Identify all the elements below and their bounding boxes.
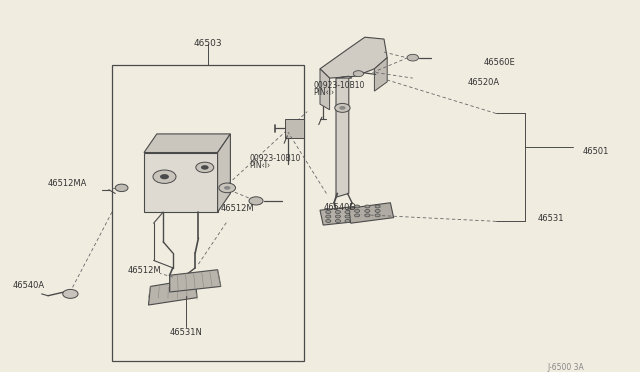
Circle shape xyxy=(365,205,370,208)
Circle shape xyxy=(115,184,128,192)
Circle shape xyxy=(355,209,360,212)
Circle shape xyxy=(355,205,360,208)
Circle shape xyxy=(353,71,364,77)
Circle shape xyxy=(345,211,350,214)
Bar xyxy=(112,65,304,361)
Polygon shape xyxy=(336,76,349,197)
Polygon shape xyxy=(336,76,352,78)
Circle shape xyxy=(375,214,380,217)
Polygon shape xyxy=(144,134,230,153)
Circle shape xyxy=(335,211,340,214)
Circle shape xyxy=(345,215,350,218)
Circle shape xyxy=(335,219,340,222)
Circle shape xyxy=(201,165,209,170)
Circle shape xyxy=(224,186,230,190)
Polygon shape xyxy=(285,119,304,138)
Circle shape xyxy=(326,219,331,222)
Circle shape xyxy=(196,162,214,173)
Circle shape xyxy=(355,214,360,217)
Circle shape xyxy=(365,209,370,212)
Circle shape xyxy=(407,54,419,61)
Circle shape xyxy=(326,215,331,218)
Text: J-6500 3A: J-6500 3A xyxy=(547,363,584,372)
Text: 46531N: 46531N xyxy=(169,328,202,337)
Circle shape xyxy=(375,205,380,208)
Circle shape xyxy=(219,183,236,193)
Text: 00923-10B10: 00923-10B10 xyxy=(314,81,365,90)
Polygon shape xyxy=(349,203,394,223)
Polygon shape xyxy=(144,153,218,212)
Text: 46540D: 46540D xyxy=(323,203,356,212)
Text: 46540A: 46540A xyxy=(13,281,45,290)
Circle shape xyxy=(153,170,176,183)
Polygon shape xyxy=(320,206,358,225)
Circle shape xyxy=(335,103,350,112)
Text: 46503: 46503 xyxy=(194,39,222,48)
Circle shape xyxy=(249,197,263,205)
Text: 46512M: 46512M xyxy=(128,266,162,275)
Text: 46512M: 46512M xyxy=(221,204,255,213)
Polygon shape xyxy=(320,69,330,110)
Text: PIN‹I›: PIN‹I› xyxy=(314,88,335,97)
Circle shape xyxy=(335,215,340,218)
Text: 46520A: 46520A xyxy=(467,78,499,87)
Text: PIN‹I›: PIN‹I› xyxy=(250,161,271,170)
Polygon shape xyxy=(218,134,230,212)
Circle shape xyxy=(365,214,370,217)
Circle shape xyxy=(375,209,380,212)
Circle shape xyxy=(63,289,78,298)
Circle shape xyxy=(326,211,331,214)
Text: 46501: 46501 xyxy=(582,147,609,156)
Text: 46512MA: 46512MA xyxy=(48,179,88,187)
Polygon shape xyxy=(148,279,197,305)
Circle shape xyxy=(345,219,350,222)
Text: 46531: 46531 xyxy=(538,214,564,223)
Polygon shape xyxy=(320,37,387,78)
Text: 00923-10B10: 00923-10B10 xyxy=(250,154,301,163)
Circle shape xyxy=(339,106,346,110)
Text: 46560E: 46560E xyxy=(483,58,515,67)
Polygon shape xyxy=(170,270,221,292)
Circle shape xyxy=(160,174,169,179)
Polygon shape xyxy=(374,58,387,91)
